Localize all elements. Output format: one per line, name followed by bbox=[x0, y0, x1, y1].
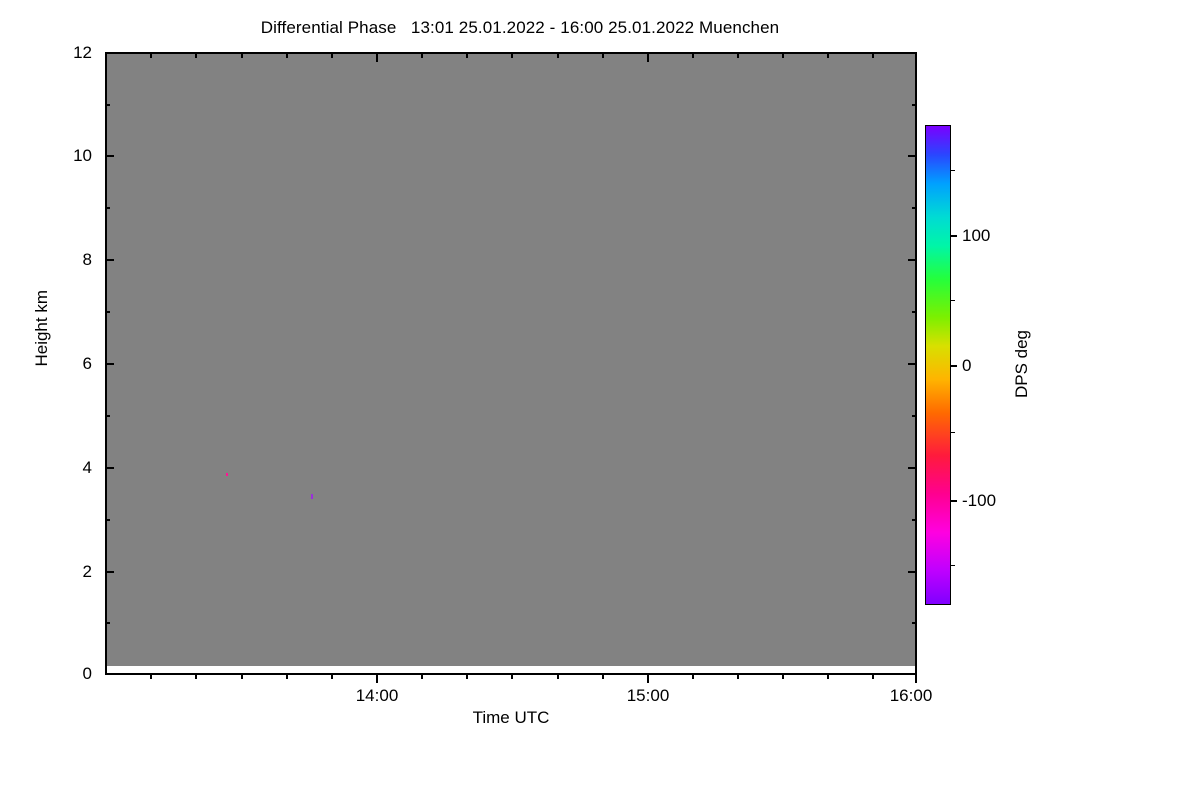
y-tick-minor-11 bbox=[105, 104, 110, 106]
x-tick-1500 bbox=[647, 673, 649, 683]
x-tick-top-minor-1510 bbox=[692, 52, 694, 58]
colorbar-tick-minor-150 bbox=[951, 170, 955, 171]
colorbar-gradient bbox=[925, 125, 951, 605]
chart-title: Differential Phase 13:01 25.01.2022 - 16… bbox=[260, 18, 780, 37]
colorbar-label-0: 0 bbox=[962, 356, 972, 375]
y-tick-label-0: 0 bbox=[82, 664, 92, 683]
y-tick-minor-5 bbox=[105, 415, 110, 417]
colorbar-tick-0 bbox=[951, 365, 957, 367]
x-tick-minor-1540 bbox=[827, 673, 829, 679]
y-tick-label-4: 4 bbox=[82, 458, 92, 477]
x-tick-minor-1520 bbox=[737, 673, 739, 679]
x-tick-top-minor-1430 bbox=[511, 52, 513, 58]
x-tick-minor-1450 bbox=[602, 673, 604, 679]
y-tick-right-6 bbox=[908, 363, 917, 365]
colorbar-tick-minor--50 bbox=[951, 432, 955, 433]
x-tick-top-minor-1540 bbox=[827, 52, 829, 58]
x-tick-minor-1530 bbox=[782, 673, 784, 679]
x-tick-minor-1320 bbox=[195, 673, 197, 679]
x-tick-top-minor-1350 bbox=[331, 52, 333, 58]
x-tick-top-minor-1520 bbox=[737, 52, 739, 58]
y-tick-10 bbox=[105, 155, 114, 157]
x-tick-top-1500 bbox=[647, 52, 649, 62]
y-tick-right-2 bbox=[908, 571, 917, 573]
colorbar-tick-minor--150 bbox=[951, 565, 955, 566]
x-tick-top-minor-1310 bbox=[150, 52, 152, 58]
y-tick-8 bbox=[105, 259, 114, 261]
y-tick-right-12 bbox=[908, 52, 917, 54]
y-tick-minor-7 bbox=[105, 311, 110, 313]
x-tick-label-1600: 16:00 bbox=[889, 686, 933, 705]
plot-area[interactable] bbox=[105, 52, 917, 675]
x-tick-1400 bbox=[376, 673, 378, 683]
x-axis-label: Time UTC bbox=[472, 708, 550, 727]
y-axis-label: Height km bbox=[32, 290, 51, 367]
y-tick-12 bbox=[105, 52, 114, 54]
x-tick-top-minor-1410 bbox=[421, 52, 423, 58]
y-tick-label-2: 2 bbox=[82, 562, 92, 581]
y-tick-label-12: 12 bbox=[73, 43, 92, 62]
x-tick-minor-1510 bbox=[692, 673, 694, 679]
x-tick-top-minor-1420 bbox=[466, 52, 468, 58]
y-tick-minor-3 bbox=[105, 519, 110, 521]
x-tick-minor-1330 bbox=[241, 673, 243, 679]
y-tick-right-minor-7 bbox=[912, 311, 917, 313]
y-tick-minor-1 bbox=[105, 622, 110, 624]
x-tick-minor-1350 bbox=[331, 673, 333, 679]
x-tick-minor-1340 bbox=[286, 673, 288, 679]
y-tick-4 bbox=[105, 467, 114, 469]
colorbar-tick-minor-50 bbox=[951, 300, 955, 301]
x-tick-top-minor-1340 bbox=[286, 52, 288, 58]
y-tick-0 bbox=[105, 673, 114, 675]
x-tick-top-minor-1320 bbox=[195, 52, 197, 58]
y-tick-right-minor-5 bbox=[912, 415, 917, 417]
y-tick-right-4 bbox=[908, 467, 917, 469]
colorbar-label--100: -100 bbox=[962, 491, 997, 510]
x-tick-1600 bbox=[915, 673, 917, 683]
x-tick-top-1400 bbox=[376, 52, 378, 62]
x-tick-top-minor-1330 bbox=[241, 52, 243, 58]
x-tick-top-minor-1450 bbox=[602, 52, 604, 58]
y-tick-right-minor-11 bbox=[912, 104, 917, 106]
y-tick-6 bbox=[105, 363, 114, 365]
y-tick-label-6: 6 bbox=[82, 354, 92, 373]
colorbar-title: DPS deg bbox=[1012, 330, 1031, 399]
x-tick-minor-1440 bbox=[557, 673, 559, 679]
x-tick-minor-1550 bbox=[872, 673, 874, 679]
x-tick-label-1400: 14:00 bbox=[355, 686, 399, 705]
y-tick-right-10 bbox=[908, 155, 917, 157]
colorbar-tick-100 bbox=[951, 235, 957, 237]
y-tick-label-10: 10 bbox=[73, 146, 92, 165]
data-point-echo-2 bbox=[311, 494, 313, 499]
y-tick-right-minor-3 bbox=[912, 519, 917, 521]
y-tick-minor-9 bbox=[105, 207, 110, 209]
colorbar-label-100: 100 bbox=[962, 226, 991, 245]
x-tick-minor-1430 bbox=[511, 673, 513, 679]
x-tick-minor-1310 bbox=[150, 673, 152, 679]
data-point-echo-1 bbox=[226, 473, 228, 476]
y-tick-label-8: 8 bbox=[82, 250, 92, 269]
y-tick-right-8 bbox=[908, 259, 917, 261]
colorbar[interactable] bbox=[925, 125, 951, 605]
y-tick-2 bbox=[105, 571, 114, 573]
x-tick-label-1500: 15:00 bbox=[626, 686, 670, 705]
y-tick-right-minor-9 bbox=[912, 207, 917, 209]
x-tick-top-minor-1550 bbox=[872, 52, 874, 58]
y-tick-right-minor-1 bbox=[912, 622, 917, 624]
data-field-nodata bbox=[107, 54, 915, 666]
x-tick-minor-1420 bbox=[466, 673, 468, 679]
x-tick-top-minor-1530 bbox=[782, 52, 784, 58]
x-tick-minor-1410 bbox=[421, 673, 423, 679]
plot-canvas bbox=[107, 54, 915, 673]
x-tick-top-minor-1440 bbox=[557, 52, 559, 58]
colorbar-tick--100 bbox=[951, 500, 957, 502]
